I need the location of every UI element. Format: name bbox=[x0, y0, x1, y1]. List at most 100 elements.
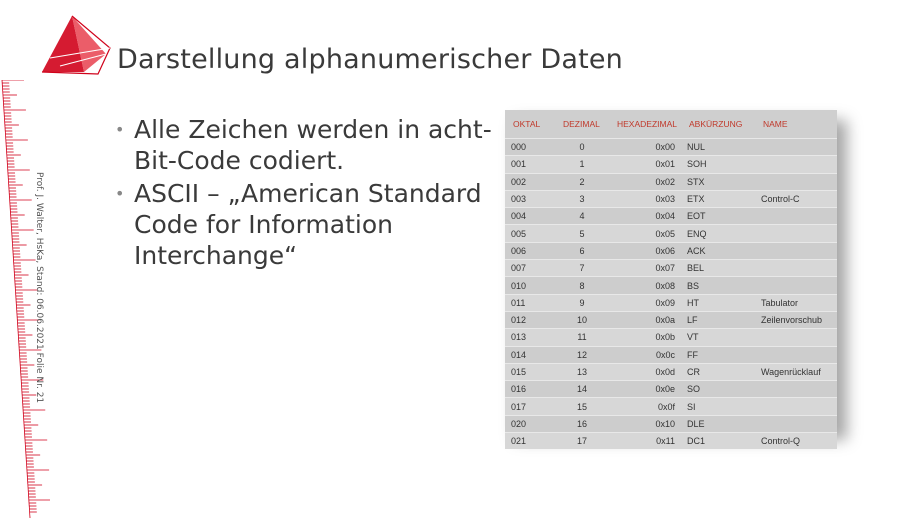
ascii-table: OKTAL DEZIMAL HEXADEZIMAL ABKÜRZUNG NAME… bbox=[505, 110, 837, 450]
table-cell: 012 bbox=[505, 310, 555, 329]
table-cell: 0x0e bbox=[609, 380, 681, 398]
table-row: 001 1 0x01 SOH bbox=[505, 155, 837, 174]
table-row: 015 13 0x0d CR Wagenrücklauf bbox=[505, 362, 837, 381]
table-cell bbox=[755, 172, 837, 191]
table-cell: ETX bbox=[681, 189, 755, 208]
slide-title: Darstellung alphanumerischer Daten bbox=[117, 44, 623, 75]
table-cell: Control-C bbox=[755, 189, 837, 208]
table-cell: NUL bbox=[681, 137, 755, 156]
table-row: 021 17 0x11 DC1 Control-Q bbox=[505, 432, 837, 450]
table-row: 005 5 0x05 ENQ bbox=[505, 224, 837, 243]
table-cell bbox=[755, 328, 837, 347]
table-cell bbox=[755, 137, 837, 156]
table-cell: BEL bbox=[681, 259, 755, 277]
table-cell bbox=[755, 276, 837, 295]
table-cell bbox=[755, 224, 837, 243]
table-cell: DLE bbox=[681, 414, 755, 433]
table-cell: 0x04 bbox=[609, 207, 681, 225]
table-row: 011 9 0x09 HT Tabulator bbox=[505, 293, 837, 312]
table-cell: 0x0d bbox=[609, 362, 681, 381]
table-cell: 0x08 bbox=[609, 276, 681, 295]
table-cell: BS bbox=[681, 276, 755, 295]
table-cell: 0x09 bbox=[609, 293, 681, 312]
column-header: OKTAL bbox=[505, 110, 555, 139]
table-cell: 11 bbox=[555, 328, 609, 347]
table-cell: 10 bbox=[555, 310, 609, 329]
table-cell bbox=[755, 259, 837, 277]
table-cell: 002 bbox=[505, 172, 555, 191]
table-cell: 017 bbox=[505, 397, 555, 416]
table-row: 013 11 0x0b VT bbox=[505, 328, 837, 347]
table-cell: 15 bbox=[555, 397, 609, 416]
table-cell: 0x00 bbox=[609, 137, 681, 156]
table-row: 017 15 0x0f SI bbox=[505, 397, 837, 416]
table-cell: 4 bbox=[555, 207, 609, 225]
table-cell: VT bbox=[681, 328, 755, 347]
table-cell: 010 bbox=[505, 276, 555, 295]
table-cell: 005 bbox=[505, 224, 555, 243]
table-cell: 14 bbox=[555, 380, 609, 398]
table-cell: 0 bbox=[555, 137, 609, 156]
table-cell: 014 bbox=[505, 345, 555, 364]
table-row: 014 12 0x0c FF bbox=[505, 345, 837, 364]
table-cell: 000 bbox=[505, 137, 555, 156]
table-cell bbox=[755, 380, 837, 398]
table-cell: 6 bbox=[555, 241, 609, 260]
table-cell: 0x0b bbox=[609, 328, 681, 347]
table-cell: 0x11 bbox=[609, 432, 681, 450]
decorative-ruler bbox=[1, 80, 50, 518]
table-cell: EOT bbox=[681, 207, 755, 225]
table-cell: 021 bbox=[505, 432, 555, 450]
table-cell: 013 bbox=[505, 328, 555, 347]
table-cell bbox=[755, 241, 837, 260]
table-cell: 8 bbox=[555, 276, 609, 295]
table-cell bbox=[755, 155, 837, 174]
column-header: ABKÜRZUNG bbox=[681, 110, 755, 139]
table-cell: 0x0f bbox=[609, 397, 681, 416]
table-cell: 0x0a bbox=[609, 310, 681, 329]
table-row: 012 10 0x0a LF Zeilenvorschub bbox=[505, 310, 837, 329]
table-cell: 17 bbox=[555, 432, 609, 450]
bullet-item: • Alle Zeichen werden in acht-Bit-Code co… bbox=[115, 115, 492, 175]
table-cell: Control-Q bbox=[755, 432, 837, 450]
table-cell: 003 bbox=[505, 189, 555, 208]
table-cell: 004 bbox=[505, 207, 555, 225]
table-cell: 0x05 bbox=[609, 224, 681, 243]
table-cell: DC1 bbox=[681, 432, 755, 450]
table-cell: 015 bbox=[505, 362, 555, 381]
table-cell: 5 bbox=[555, 224, 609, 243]
table-cell bbox=[755, 397, 837, 416]
column-header: DEZIMAL bbox=[555, 110, 609, 139]
university-logo bbox=[41, 15, 111, 75]
table-cell: 001 bbox=[505, 155, 555, 174]
table-cell: 0x01 bbox=[609, 155, 681, 174]
table-cell bbox=[755, 207, 837, 225]
table-cell: 0x10 bbox=[609, 414, 681, 433]
table-cell: Wagenrücklauf bbox=[755, 362, 837, 381]
table-cell: 0x03 bbox=[609, 189, 681, 208]
table-cell: ENQ bbox=[681, 224, 755, 243]
bullet-list: • Alle Zeichen werden in acht-Bit-Code co… bbox=[112, 114, 492, 273]
table-cell: Zeilenvorschub bbox=[755, 310, 837, 329]
table-cell bbox=[755, 345, 837, 364]
table-cell: 0x02 bbox=[609, 172, 681, 191]
table-cell: Tabulator bbox=[755, 293, 837, 312]
table-cell: 0x07 bbox=[609, 259, 681, 277]
table-cell: 13 bbox=[555, 362, 609, 381]
table-row: 000 0 0x00 NUL bbox=[505, 137, 837, 156]
table-cell: FF bbox=[681, 345, 755, 364]
ascii-table-image: OKTAL DEZIMAL HEXADEZIMAL ABKÜRZUNG NAME… bbox=[505, 110, 837, 450]
table-cell: SOH bbox=[681, 155, 755, 174]
table-cell: LF bbox=[681, 310, 755, 329]
ruler-spine bbox=[1, 80, 31, 518]
table-cell: 0x06 bbox=[609, 241, 681, 260]
table-cell: 2 bbox=[555, 172, 609, 191]
column-header: HEXADEZIMAL bbox=[609, 110, 681, 139]
table-row: 020 16 0x10 DLE bbox=[505, 414, 837, 433]
table-cell: SI bbox=[681, 397, 755, 416]
table-cell: 12 bbox=[555, 345, 609, 364]
table-cell: 7 bbox=[555, 259, 609, 277]
table-cell: CR bbox=[681, 362, 755, 381]
table-cell: 9 bbox=[555, 293, 609, 312]
table-cell: ACK bbox=[681, 241, 755, 260]
